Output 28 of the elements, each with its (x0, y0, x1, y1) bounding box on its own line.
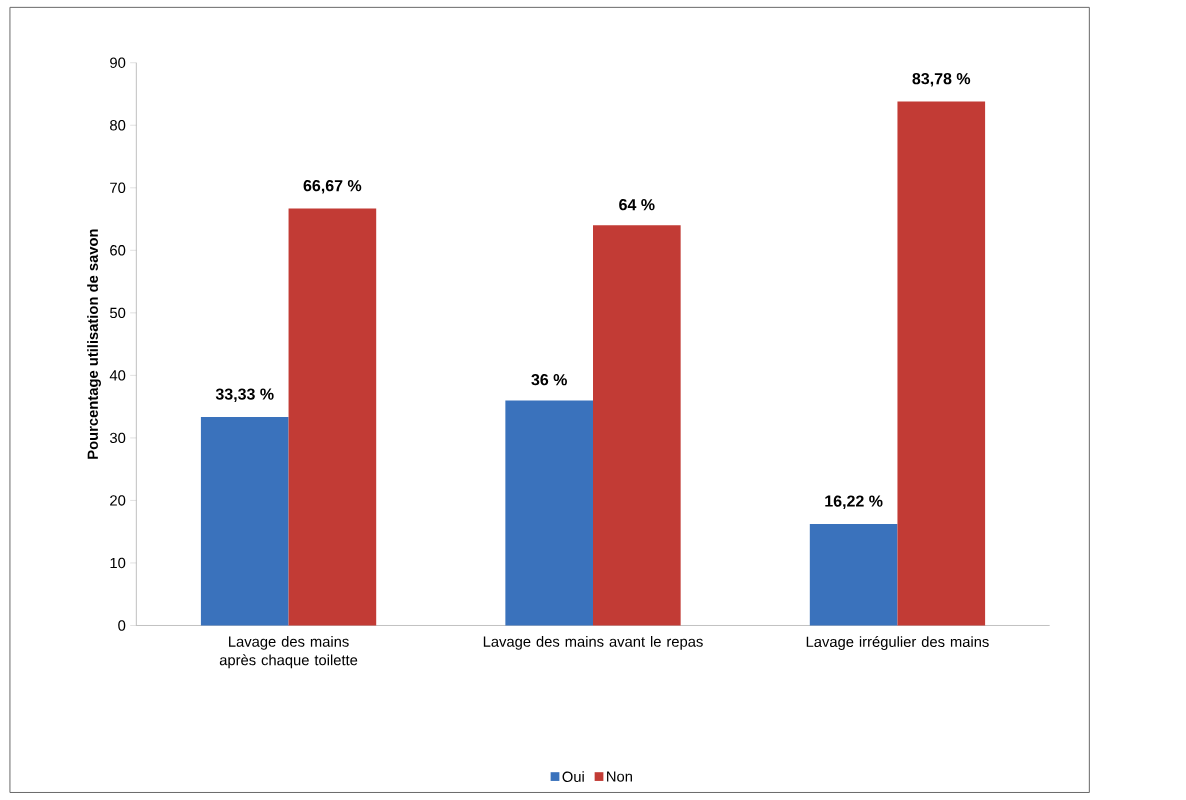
y-tick-label: 40 (109, 370, 126, 381)
bar (897, 101, 986, 626)
legend-label: Oui (562, 771, 584, 783)
data-label: 83,78 % (912, 73, 971, 87)
y-tick-label: 20 (110, 495, 126, 506)
y-tick-label: 10 (110, 557, 126, 569)
y-axis-title: Pourcentage utilisation de savon (87, 229, 101, 459)
data-label: 33,33 % (215, 388, 274, 403)
x-tick-label: Lavage irrégulier des mains (806, 636, 989, 650)
data-label: 36 % (531, 374, 567, 386)
y-tick-label: 70 (110, 182, 126, 194)
data-label: 66,67 % (303, 180, 362, 194)
y-tick-label: 0 (118, 620, 126, 631)
y-tick-label: 30 (109, 432, 126, 444)
legend-label: Non (607, 771, 632, 782)
x-tick-label: Lavage des mains après chaque toilette (219, 636, 358, 669)
y-tick-label: 80 (110, 120, 126, 131)
bar (200, 417, 289, 626)
y-tick-label: 50 (110, 307, 126, 319)
bar (809, 524, 898, 626)
x-tick-label: Lavage des mains avant le repas (483, 636, 703, 650)
bar (593, 225, 681, 626)
data-label: 64 % (619, 199, 655, 211)
bar (288, 208, 377, 626)
data-label: 16,22 % (825, 495, 883, 510)
y-tick-label: 90 (110, 57, 126, 69)
bar (505, 400, 594, 626)
y-tick-label: 60 (110, 245, 126, 256)
